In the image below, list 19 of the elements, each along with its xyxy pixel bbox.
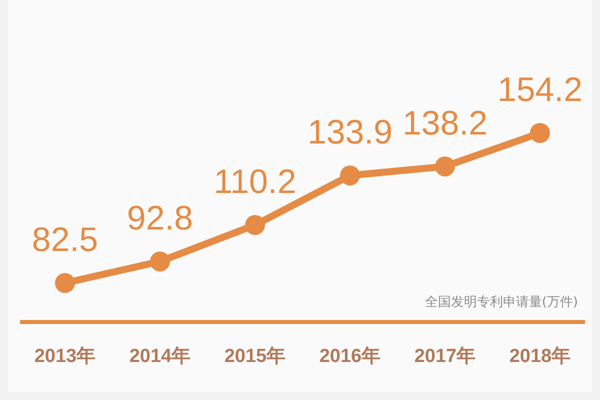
point (340, 165, 360, 186)
x-tick-label: 2016年 (319, 346, 381, 367)
x-tick-label: 2015年 (224, 346, 286, 367)
data-label: 110.2 (214, 163, 296, 202)
data-label: 92.8 (126, 199, 194, 238)
data-label: 133.9 (307, 113, 393, 152)
text: 全国发明专利申请量(万件) (424, 295, 578, 310)
x-tick-label: 2017年 (414, 346, 476, 367)
data-label: 154.2 (497, 71, 583, 109)
point (245, 215, 265, 236)
data-label: 138.2 (402, 104, 488, 142)
point (530, 123, 550, 143)
x-tick-label: 2014年 (129, 346, 191, 367)
point (435, 156, 455, 176)
data-label: 82.5 (32, 221, 98, 259)
point (55, 273, 75, 293)
x-tick-label: 2013年 (34, 346, 96, 367)
x-tick-label: 2018年 (509, 346, 571, 367)
point (150, 251, 170, 272)
